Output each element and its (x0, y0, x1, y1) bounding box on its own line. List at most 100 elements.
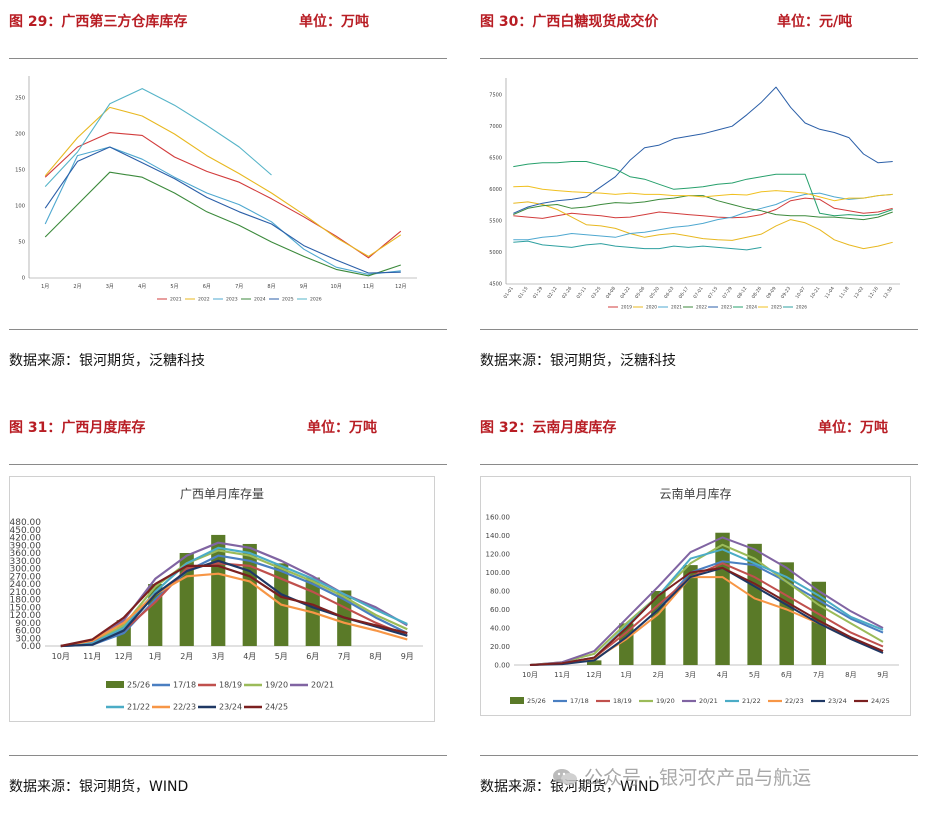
x-tick-label: 5月 (275, 652, 288, 661)
chart-title: 广西单月库存量 (180, 486, 264, 501)
x-tick-label: 2月 (180, 652, 193, 661)
series-line (513, 86, 893, 214)
x-tick-label: 09-23 (780, 286, 792, 300)
y-tick-label: 150.00 (10, 603, 42, 613)
legend-label: 2024 (746, 304, 757, 310)
series-line (513, 240, 762, 251)
y-tick-label: 80.00 (490, 587, 510, 595)
chart-yunnan-monthly-inventory: 云南单月库存 0.00 20.00 40.00 60.00 80.00 100.00 120.… (480, 476, 911, 716)
x-tick-label: 3月 (685, 671, 696, 679)
x-tick-label: 4月 (138, 284, 146, 290)
series-line (60, 572, 408, 648)
x-tick-label: 10月 (522, 671, 538, 679)
x-tick-label: 8月 (267, 284, 275, 290)
x-tick-label: 03-11 (575, 286, 587, 300)
bar (683, 565, 698, 665)
legend-label: 17/18 (570, 697, 589, 705)
series-line (513, 161, 893, 217)
y-tick-label: 60.00 (15, 627, 41, 637)
y-tick-label: 250 (15, 96, 25, 102)
series-line (60, 549, 408, 648)
y-tick-label: 160.00 (486, 513, 511, 521)
data-source-32: 数据来源：银河期货，WIND (480, 779, 660, 795)
y-tick-label: 270.00 (10, 572, 42, 582)
y-tick-label: 240.00 (10, 580, 42, 590)
legend-label: 25/26 (127, 681, 150, 690)
legend-swatch (106, 681, 124, 688)
series-line (513, 197, 893, 219)
series-line (44, 171, 401, 277)
x-tick-label: 08-12 (736, 286, 748, 300)
x-tick-label: 3月 (106, 284, 114, 290)
y-tick-label: 450.00 (10, 526, 42, 536)
legend-label: 24/25 (871, 697, 890, 705)
header-rule (480, 464, 918, 465)
x-tick-label: 02-12 (546, 286, 558, 300)
bar (779, 562, 794, 665)
header-rule (480, 58, 918, 59)
x-tick-label: 7月 (338, 652, 351, 661)
y-tick-label: 200 (15, 132, 25, 138)
legend-label: 2023 (226, 297, 238, 303)
y-tick-label: 120.00 (10, 611, 42, 621)
chart-title: 云南单月库存 (659, 486, 731, 501)
data-source-29: 数据来源：银河期货，泛糖科技 (9, 353, 205, 369)
footer-rule (480, 755, 918, 756)
y-tick-label: 40.00 (490, 624, 510, 632)
x-tick-label: 9月 (401, 652, 414, 661)
x-tick-label: 9月 (300, 284, 308, 290)
x-tick-label: 10-21 (809, 286, 821, 300)
panel-unit-31: 单位：万吨 (307, 420, 377, 436)
x-tick-label: 11-04 (824, 286, 836, 300)
series-line (529, 536, 884, 666)
footer-rule (9, 755, 447, 756)
legend-label: 2022 (696, 304, 707, 310)
x-tick-label: 03-25 (590, 286, 602, 300)
legend-label: 2025 (282, 297, 294, 303)
x-tick-label: 06-03 (663, 286, 675, 300)
x-tick-label: 10月 (52, 652, 70, 661)
series-line (44, 106, 402, 257)
legend-label: 2019 (621, 304, 632, 310)
series-line (60, 554, 408, 648)
legend-label: 19/20 (265, 681, 288, 690)
x-tick-label: 11月 (363, 284, 374, 290)
x-tick-label: 01-15 (517, 286, 529, 300)
legend-label: 20/21 (699, 697, 718, 705)
x-tick-label: 8月 (845, 671, 856, 679)
x-tick-label: 6月 (781, 671, 792, 679)
series-line (529, 566, 884, 666)
x-tick-label: 12月 (115, 652, 133, 661)
x-tick-label: 10-07 (794, 286, 806, 300)
panel-title-30: 图 30：广西白糖现货成交价 (480, 14, 659, 30)
bar (619, 623, 634, 665)
legend-label: 22/23 (173, 703, 196, 712)
series-line (44, 146, 401, 274)
x-tick-label: 7月 (813, 671, 824, 679)
legend-label: 25/26 (527, 697, 546, 705)
data-source-30: 数据来源：银河期货，泛糖科技 (480, 353, 676, 369)
y-tick-label: 330.00 (10, 557, 42, 567)
y-tick-label: 50 (18, 240, 25, 246)
legend-label: 2021 (170, 297, 182, 303)
x-tick-label: 6月 (306, 652, 319, 661)
footer-rule (480, 329, 918, 330)
x-tick-label: 01-29 (532, 286, 544, 300)
legend-label: 17/18 (173, 681, 196, 690)
y-tick-label: 7500 (489, 92, 502, 98)
y-tick-label: 0 (22, 276, 25, 282)
x-tick-label: 09-09 (765, 286, 777, 300)
y-tick-label: 30.00 (15, 634, 41, 644)
legend-swatch (510, 697, 524, 704)
x-tick-label: 3月 (212, 652, 225, 661)
panel-title-32: 图 32：云南月度库存 (480, 420, 617, 436)
y-tick-label: 300.00 (10, 565, 42, 575)
y-tick-label: 5000 (489, 250, 502, 256)
wechat-icon (553, 769, 577, 785)
y-tick-label: 0.00 (494, 661, 510, 669)
x-tick-label: 11月 (83, 652, 101, 661)
panel-unit-32: 单位：万吨 (818, 420, 888, 436)
x-tick-label: 11-18 (838, 286, 850, 300)
x-tick-label: 07-01 (692, 286, 704, 300)
footer-rule (9, 329, 447, 330)
